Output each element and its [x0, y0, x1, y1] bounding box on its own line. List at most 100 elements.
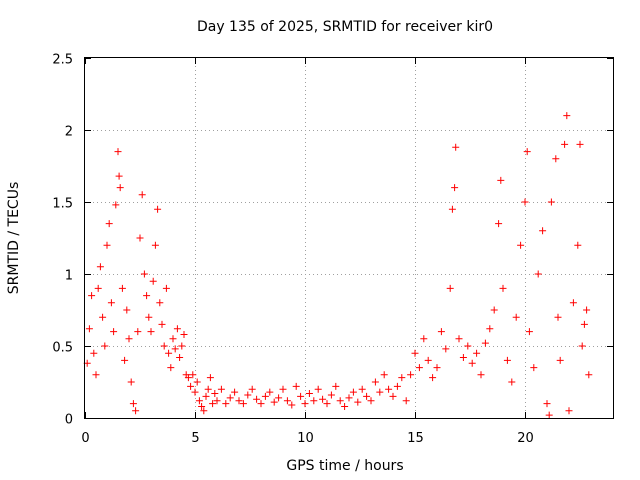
- data-point: [165, 349, 173, 357]
- data-point: [195, 397, 203, 405]
- data-point: [257, 400, 265, 408]
- data-point: [248, 385, 256, 393]
- data-point: [580, 320, 588, 328]
- data-point: [129, 400, 137, 408]
- data-point: [539, 227, 547, 235]
- data-point: [279, 385, 287, 393]
- data-point: [358, 385, 366, 393]
- y-tick-label: 0.5: [52, 341, 73, 356]
- data-point: [556, 356, 564, 364]
- data-point: [178, 342, 186, 350]
- data-point: [92, 371, 100, 379]
- data-point: [200, 407, 208, 415]
- data-point: [116, 184, 124, 192]
- data-point: [140, 270, 148, 278]
- data-point: [376, 388, 384, 396]
- data-point: [585, 371, 593, 379]
- data-point: [499, 284, 507, 292]
- data-point: [160, 342, 168, 350]
- data-point: [136, 234, 144, 242]
- data-point: [305, 390, 313, 398]
- data-point: [231, 388, 239, 396]
- data-point: [107, 299, 115, 307]
- data-point: [88, 292, 96, 300]
- chart-title: Day 135 of 2025, SRMTID for receiver kir…: [197, 19, 493, 35]
- data-point: [314, 385, 322, 393]
- data-point: [213, 397, 221, 405]
- y-tick-label: 2.5: [52, 53, 73, 68]
- data-point: [363, 392, 371, 400]
- data-point: [424, 356, 432, 364]
- data-point: [297, 392, 305, 400]
- data-point: [156, 299, 164, 307]
- x-tick-label: 20: [517, 431, 534, 446]
- data-point: [473, 349, 481, 357]
- data-point: [349, 388, 357, 396]
- data-point: [402, 397, 410, 405]
- data-point: [266, 388, 274, 396]
- data-point: [490, 306, 498, 314]
- data-point: [189, 371, 197, 379]
- data-point: [407, 371, 415, 379]
- data-point: [149, 277, 157, 285]
- data-point: [530, 364, 538, 372]
- axis-ticks: 0 5 10 15 20 0 0.5 1 1.5 2 2.5: [52, 53, 613, 446]
- data-point: [239, 400, 247, 408]
- y-tick-label: 1: [65, 269, 73, 284]
- data-point: [180, 330, 188, 338]
- data-point: [167, 364, 175, 372]
- y-tick-label: 2: [65, 125, 73, 140]
- data-point: [151, 241, 159, 249]
- x-tick-label: 10: [297, 431, 314, 446]
- data-point: [341, 402, 349, 410]
- data-point: [154, 205, 162, 213]
- data-point: [521, 198, 529, 206]
- data-point: [451, 184, 459, 192]
- data-point: [534, 270, 542, 278]
- data-point: [99, 313, 107, 321]
- data-point: [244, 391, 252, 399]
- data-point: [90, 349, 98, 357]
- data-point: [477, 371, 485, 379]
- data-point: [332, 382, 340, 390]
- grid-lines: [85, 58, 613, 418]
- data-point: [468, 359, 476, 367]
- data-point: [110, 328, 118, 336]
- data-point: [554, 313, 562, 321]
- data-point: [371, 378, 379, 386]
- data-point: [327, 391, 335, 399]
- data-point: [319, 395, 327, 403]
- data-point: [420, 335, 428, 343]
- data-point: [354, 398, 362, 406]
- data-point: [147, 328, 155, 336]
- data-point: [497, 176, 505, 184]
- data-point: [283, 397, 291, 405]
- data-point: [158, 320, 166, 328]
- data-point: [222, 400, 230, 408]
- data-point: [96, 263, 104, 271]
- data-point: [448, 205, 456, 213]
- data-point: [217, 385, 225, 393]
- data-point: [112, 201, 120, 209]
- x-tick-label: 5: [191, 431, 199, 446]
- data-point: [275, 394, 283, 402]
- data-point: [310, 397, 318, 405]
- y-axis-title: SRMTID / TECUs: [6, 182, 22, 295]
- data-point: [547, 198, 555, 206]
- data-point: [184, 374, 192, 382]
- data-point: [446, 284, 454, 292]
- data-point: [127, 378, 135, 386]
- data-point: [323, 400, 331, 408]
- data-point: [481, 339, 489, 347]
- x-axis-title: GPS time / hours: [286, 458, 403, 474]
- data-point: [121, 356, 129, 364]
- plot-frame: [84, 57, 614, 419]
- data-point: [101, 342, 109, 350]
- data-point: [114, 148, 122, 156]
- data-point: [512, 313, 520, 321]
- data-point: [191, 388, 199, 396]
- data-point: [253, 395, 261, 403]
- data-point: [576, 140, 584, 148]
- data-point: [563, 112, 571, 120]
